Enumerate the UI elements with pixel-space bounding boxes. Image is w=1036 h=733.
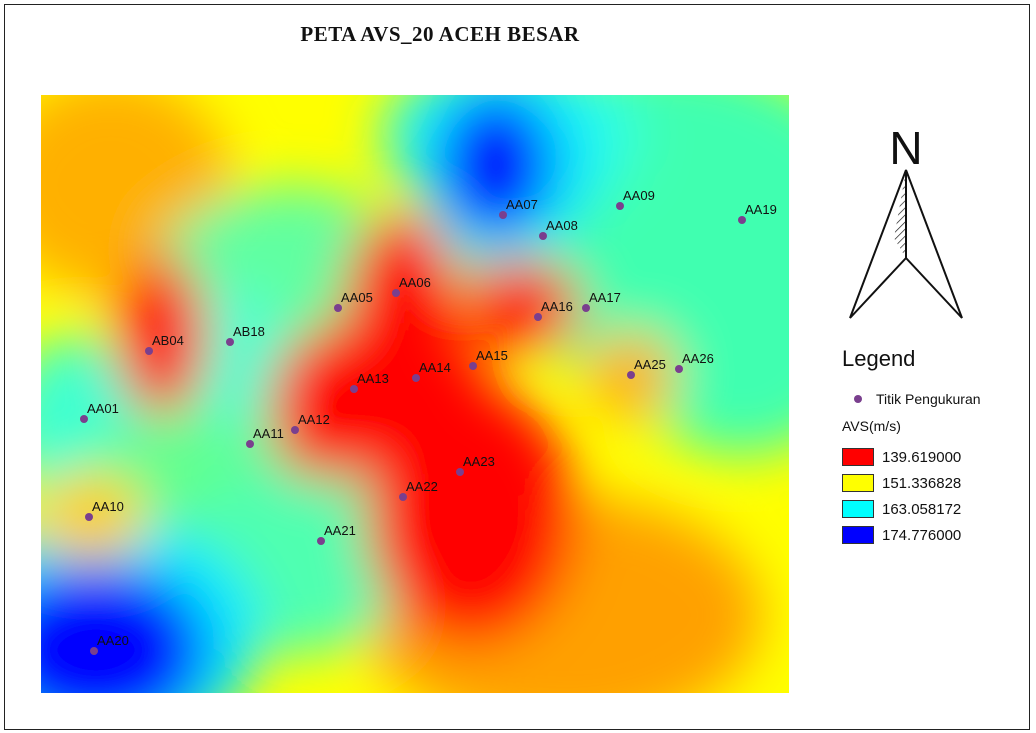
point-label: AA05 [341,290,373,305]
legend-class-2: 163.058172 [842,496,1032,522]
measurement-point: AA25 [627,357,666,379]
legend-class-1: 151.336828 [842,470,1032,496]
north-arrow-right [905,169,963,319]
point-marker [85,513,93,521]
point-label: AA22 [406,479,438,494]
legend-class-0: 139.619000 [842,444,1032,470]
legend-value-2: 163.058172 [882,500,962,518]
point-marker [291,426,299,434]
legend-point-label: Titik Pengukuran [876,391,981,407]
measurement-points: AA07 AA08 AA09 AA19 AA05 AA06 AA16 AA17 AB04 AB18… [80,188,777,655]
measurement-point: AA05 [334,290,373,312]
legend-swatch-0 [842,448,874,466]
point-marker [80,415,88,423]
point-label: AA15 [476,348,508,363]
measurement-point: AA22 [399,479,438,501]
point-label: AA07 [506,197,538,212]
measurement-point: AA15 [469,348,508,370]
legend-swatch-2 [842,500,874,518]
point-marker [738,216,746,224]
point-label: AA16 [541,299,573,314]
point-marker [226,338,234,346]
measurement-point: AA21 [317,523,356,545]
measurement-point: AA16 [534,299,573,321]
point-label: AA11 [253,426,284,441]
north-arrow-left [849,169,907,319]
measurement-point: AA23 [456,454,495,476]
map-title: PETA AVS_20 ACEH BESAR [300,22,580,46]
measurement-point: AA26 [675,351,714,373]
measurement-point: AA10 [85,499,124,521]
measurement-point: AA19 [738,202,777,224]
point-label: AA10 [92,499,124,514]
point-marker [350,385,358,393]
north-arrow: N [849,122,963,319]
measurement-point: AA13 [350,371,389,393]
legend-value-0: 139.619000 [882,448,962,466]
measurement-point: AA17 [582,290,621,312]
point-marker [534,313,542,321]
measurement-point: AA11 [246,426,284,448]
measurement-point: AB04 [145,333,184,355]
legend-swatch-1 [842,474,874,492]
point-marker [334,304,342,312]
point-label: AA12 [298,412,330,427]
measurement-point: AA20 [90,633,129,655]
legend-swatch-3 [842,526,874,544]
point-label: AA06 [399,275,431,290]
point-label: AA01 [87,401,119,416]
point-label: AA09 [623,188,655,203]
point-marker [582,304,590,312]
point-marker [456,468,464,476]
measurement-point: AA08 [539,218,578,240]
measurement-point: AA06 [392,275,431,297]
point-marker [399,493,407,501]
point-label: AB04 [152,333,184,348]
point-marker [499,211,507,219]
legend-class-3: 174.776000 [842,522,1032,548]
point-label: AA20 [97,633,129,648]
point-label: AB18 [233,324,265,339]
point-label: AA08 [546,218,578,233]
point-label: AA13 [357,371,389,386]
map-frame [4,4,1030,730]
measurement-point: AA07 [499,197,538,219]
interpolated-surface [41,95,789,693]
point-symbol-icon [854,395,862,403]
measurement-point: AA14 [412,360,451,382]
legend-value-3: 174.776000 [882,526,962,544]
measurement-point: AA09 [616,188,655,210]
legend-point-entry: Titik Pengukuran [842,386,1032,412]
point-label: AA19 [745,202,777,217]
point-label: AA21 [324,523,356,538]
legend-title: Legend [842,346,916,371]
point-marker [392,289,400,297]
north-label: N [889,122,922,174]
point-marker [317,537,325,545]
point-label: AA17 [589,290,621,305]
legend: Legend Titik Pengukuran AVS(m/s) 139.619… [842,346,1032,548]
point-marker [675,365,683,373]
north-arrow-hatch [894,170,906,258]
measurement-point: AB18 [226,324,265,346]
point-label: AA23 [463,454,495,469]
point-marker [246,440,254,448]
legend-value-1: 151.336828 [882,474,962,492]
avs-raster-map: AA07 AA08 AA09 AA19 AA05 AA06 AA16 AA17 AB04 AB18… [41,95,789,693]
point-label: AA26 [682,351,714,366]
point-marker [145,347,153,355]
point-marker [539,232,547,240]
point-marker [469,362,477,370]
point-marker [412,374,420,382]
measurement-point: AA12 [291,412,330,434]
point-marker [90,647,98,655]
point-marker [627,371,635,379]
point-marker [616,202,624,210]
measurement-point: AA01 [80,401,119,423]
legend-field-label: AVS(m/s) [842,418,901,434]
point-label: AA25 [634,357,666,372]
point-label: AA14 [419,360,451,375]
